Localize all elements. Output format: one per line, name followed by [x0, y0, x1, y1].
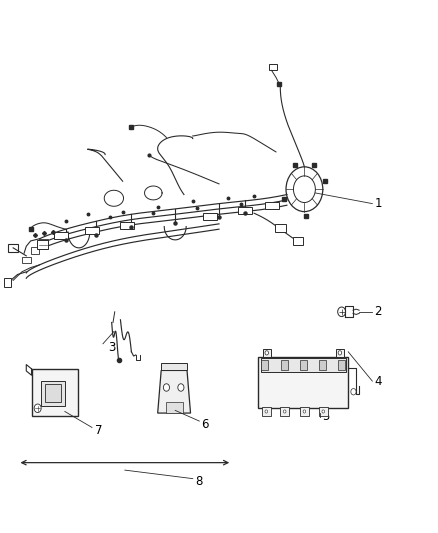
Bar	[262, 407, 271, 416]
Bar	[39, 239, 48, 246]
Bar	[319, 407, 328, 416]
Bar	[338, 360, 345, 370]
Bar	[269, 64, 277, 70]
Text: 8: 8	[195, 475, 202, 488]
Bar	[281, 360, 288, 370]
Bar	[280, 407, 289, 416]
Bar	[238, 207, 252, 214]
Bar	[275, 224, 286, 232]
Bar	[8, 244, 18, 252]
Circle shape	[265, 351, 268, 355]
Bar	[261, 360, 268, 370]
Bar	[258, 357, 348, 408]
Bar	[261, 358, 346, 372]
Circle shape	[338, 351, 342, 355]
Bar	[300, 360, 307, 370]
Bar	[203, 213, 217, 220]
Circle shape	[303, 410, 306, 413]
Bar	[319, 360, 326, 370]
Bar	[166, 402, 183, 413]
Bar	[31, 247, 39, 254]
Text: 6: 6	[201, 418, 209, 431]
Circle shape	[351, 389, 356, 395]
Bar	[85, 227, 99, 234]
Text: 3: 3	[109, 341, 116, 354]
Bar	[263, 349, 271, 357]
Bar	[37, 240, 48, 249]
Bar	[300, 407, 309, 416]
Polygon shape	[158, 370, 191, 413]
Bar	[45, 384, 61, 402]
Bar	[41, 381, 65, 406]
Text: 7: 7	[95, 424, 102, 437]
Bar	[161, 363, 187, 370]
Bar	[336, 349, 344, 357]
Bar	[4, 278, 11, 287]
Bar	[265, 202, 279, 209]
Circle shape	[283, 410, 286, 413]
Bar	[54, 232, 68, 239]
Bar	[120, 222, 134, 229]
Bar	[32, 369, 78, 416]
Circle shape	[265, 410, 268, 413]
Bar	[22, 257, 31, 263]
Text: 2: 2	[374, 305, 382, 318]
Circle shape	[178, 384, 184, 391]
Text: 5: 5	[322, 410, 329, 423]
Text: 1: 1	[374, 197, 382, 210]
Text: 4: 4	[374, 375, 382, 387]
Circle shape	[322, 410, 325, 413]
Circle shape	[163, 384, 170, 391]
Bar	[293, 237, 303, 245]
Circle shape	[34, 404, 41, 413]
